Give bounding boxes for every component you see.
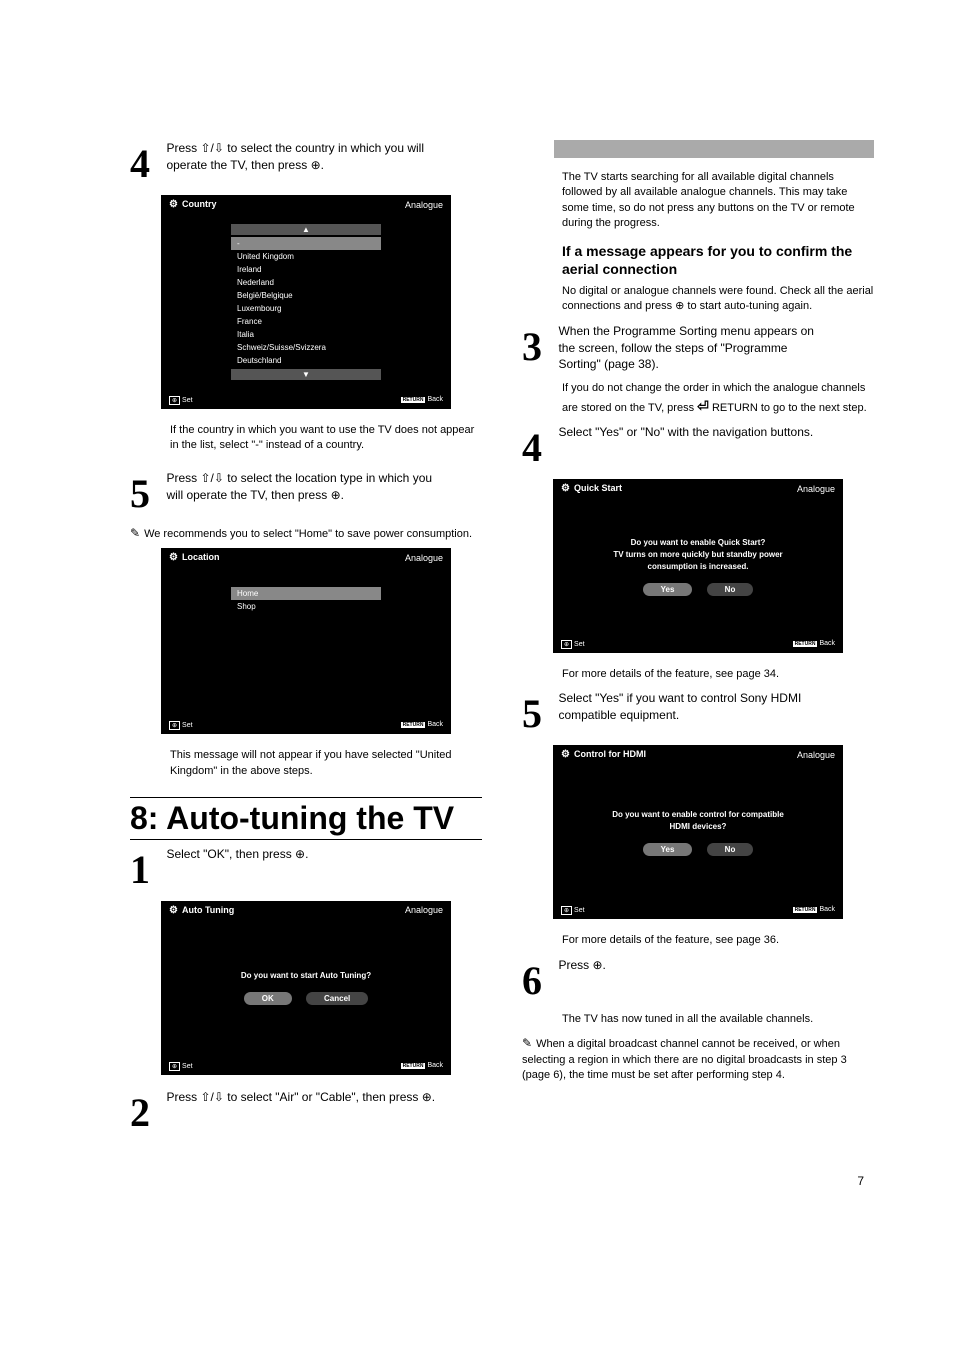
left-column: 4 Press ⇧/⇩ to select the country in whi… <box>130 140 482 1144</box>
yes-button[interactable]: Yes <box>643 583 693 596</box>
down-arrow-icon[interactable]: ▼ <box>231 369 381 380</box>
no-button[interactable]: No <box>707 843 754 856</box>
step-4-quickstart: 4 Select "Yes" or "No" with the navigati… <box>522 424 874 471</box>
tv-screen-autotune: Auto Tuning Analogue Do you want to star… <box>161 901 451 1075</box>
back-hint: RETURNBack <box>401 721 443 730</box>
list-item[interactable]: France <box>231 315 381 328</box>
cancel-button[interactable]: Cancel <box>306 992 368 1005</box>
list-item[interactable]: Deutschland <box>231 354 381 367</box>
list-item[interactable]: Ireland <box>231 263 381 276</box>
right-column: The TV starts searching for all availabl… <box>522 140 874 1144</box>
list-item[interactable]: Italia <box>231 328 381 341</box>
list-item[interactable]: - <box>231 237 381 250</box>
back-hint: RETURNBack <box>793 906 835 915</box>
tv-screen-country: Country Analogue ▲ - United Kingdom Irel… <box>161 195 451 409</box>
tv-title: Control for HDMI <box>561 749 646 760</box>
tv-mode: Analogue <box>797 750 835 760</box>
final-note: ✎When a digital broadcast channel cannot… <box>522 1035 874 1083</box>
step-number: 2 <box>130 1089 150 1136</box>
aerial-body: No digital or analogue channels were fou… <box>562 284 874 315</box>
hdmi-note: For more details of the feature, see pag… <box>562 933 874 948</box>
step-4-country: 4 Press ⇧/⇩ to select the country in whi… <box>130 140 482 187</box>
return-icon: ⏎ <box>697 398 709 414</box>
step-number: 5 <box>130 470 150 517</box>
step-text: Press ⊕. <box>558 957 605 974</box>
step-text: Press ⇧/⇩ to select the country in which… <box>166 140 436 174</box>
sorting-note: If you do not change the order in which … <box>562 381 874 416</box>
list-item[interactable]: Schweiz/Suisse/Svizzera <box>231 341 381 354</box>
tv-message: Do you want to enable control for compat… <box>612 809 784 833</box>
note-icon: ✎ <box>130 525 140 542</box>
list-item[interactable]: Home <box>231 587 381 600</box>
tv-title: Country <box>169 199 216 210</box>
step6-note: The TV has now tuned in all the availabl… <box>562 1012 874 1027</box>
ok-button[interactable]: OK <box>244 992 292 1005</box>
list-item[interactable]: Luxembourg <box>231 302 381 315</box>
tv-mode: Analogue <box>405 553 443 563</box>
step-number: 1 <box>130 846 150 893</box>
set-hint: ⊕Set <box>169 721 193 730</box>
tv-message: Do you want to start Auto Tuning? <box>241 970 371 982</box>
step-number: 5 <box>522 690 542 737</box>
set-hint: ⊕Set <box>169 396 193 405</box>
back-hint: RETURNBack <box>401 396 443 405</box>
quick-note: For more details of the feature, see pag… <box>562 667 874 682</box>
step-number: 4 <box>130 140 150 187</box>
tv-title: Location <box>169 552 219 563</box>
tv-mode: Analogue <box>405 905 443 915</box>
step-1-autotune: 1 Select "OK", then press ⊕. <box>130 846 482 893</box>
step-6-press: 6 Press ⊕. <box>522 957 874 1004</box>
no-button[interactable]: No <box>707 583 754 596</box>
grey-tab <box>554 140 874 158</box>
list-item[interactable]: Shop <box>231 600 381 613</box>
country-list[interactable]: ▲ - United Kingdom Ireland Nederland Bel… <box>231 222 381 382</box>
page-number: 7 <box>130 1174 874 1188</box>
step-text: When the Programme Sorting menu appears … <box>558 323 828 373</box>
step-text: Press ⇧/⇩ to select "Air" or "Cable", th… <box>166 1089 435 1106</box>
step-text: Select "Yes" or "No" with the navigation… <box>558 424 813 441</box>
tv-title: Auto Tuning <box>169 905 234 916</box>
step-number: 4 <box>522 424 542 471</box>
yes-button[interactable]: Yes <box>643 843 693 856</box>
set-hint: ⊕Set <box>169 1062 193 1071</box>
section-title: 8: Auto-tuning the TV <box>130 797 482 840</box>
aerial-heading: If a message appears for you to confirm … <box>562 242 874 278</box>
up-arrow-icon[interactable]: ▲ <box>231 224 381 235</box>
tv-mode: Analogue <box>797 484 835 494</box>
step-text: Select "Yes" if you want to control Sony… <box>558 690 828 724</box>
location-list[interactable]: Home Shop <box>231 587 381 613</box>
tv-screen-quickstart: Quick Start Analogue Do you want to enab… <box>553 479 843 653</box>
step-number: 6 <box>522 957 542 1004</box>
tv-title: Quick Start <box>561 483 622 494</box>
list-item[interactable]: België/Belgique <box>231 289 381 302</box>
set-hint: ⊕Set <box>561 640 585 649</box>
step-3-sorting: 3 When the Programme Sorting menu appear… <box>522 323 874 373</box>
step-text: Select "OK", then press ⊕. <box>166 846 308 863</box>
step-text: Press ⇧/⇩ to select the location type in… <box>166 470 436 504</box>
autotune-continuation: The TV starts searching for all availabl… <box>562 170 874 232</box>
set-hint: ⊕Set <box>561 906 585 915</box>
country-note: If the country in which you want to use … <box>170 423 482 454</box>
location-note: This message will not appear if you have… <box>170 748 482 779</box>
step-5-hdmi: 5 Select "Yes" if you want to control So… <box>522 690 874 737</box>
list-item[interactable]: United Kingdom <box>231 250 381 263</box>
tv-mode: Analogue <box>405 200 443 210</box>
tv-screen-location: Location Analogue Home Shop ⊕Set RETURNB… <box>161 548 451 734</box>
step-2-aircable: 2 Press ⇧/⇩ to select "Air" or "Cable", … <box>130 1089 482 1136</box>
step-5-location: 5 Press ⇧/⇩ to select the location type … <box>130 470 482 517</box>
note-icon: ✎ <box>522 1035 532 1052</box>
step-number: 3 <box>522 323 542 370</box>
back-hint: RETURNBack <box>401 1062 443 1071</box>
note-home: ✎We recommends you to select "Home" to s… <box>130 525 482 542</box>
list-item[interactable]: Nederland <box>231 276 381 289</box>
tv-screen-hdmi: Control for HDMI Analogue Do you want to… <box>553 745 843 919</box>
back-hint: RETURNBack <box>793 640 835 649</box>
tv-message: Do you want to enable Quick Start? TV tu… <box>613 537 782 573</box>
